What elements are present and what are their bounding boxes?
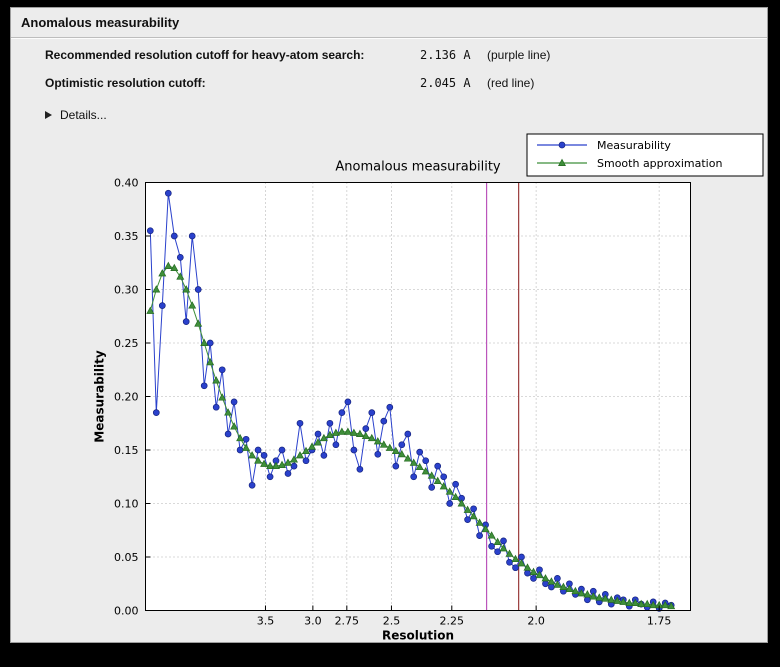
x-tick-label: 2.25 — [440, 615, 465, 628]
y-tick-label: 0.35 — [114, 230, 139, 243]
y-tick-label: 0.10 — [114, 498, 139, 511]
chart-title: Anomalous measurability — [335, 160, 501, 175]
y-tick-label: 0.20 — [114, 391, 139, 404]
optimistic-cutoff-label: Optimistic resolution cutoff: — [45, 76, 206, 90]
x-tick-label: 2.5 — [383, 615, 401, 628]
measurability-chart: 3.5 3.0 2.75 2.5 2.25 2.0 1.75 0.00 0.05 0.10 0.15… — [93, 133, 764, 643]
x-tick-label: 3.5 — [257, 615, 275, 628]
cutoff-info: Recommended resolution cutoff for heavy-… — [11, 38, 767, 104]
recommended-cutoff-label: Recommended resolution cutoff for heavy-… — [45, 48, 365, 62]
details-label: Details... — [60, 108, 107, 122]
y-tick-label: 0.15 — [114, 444, 139, 457]
legend: Measurability Smooth approximation — [526, 133, 764, 177]
panel-title: Anomalous measurability — [11, 8, 767, 38]
details-disclosure[interactable]: Details... — [45, 108, 107, 122]
y-tick-label: 0.25 — [114, 337, 139, 350]
y-tick-label: 0.00 — [114, 605, 139, 618]
x-tick-label: 3.0 — [304, 615, 322, 628]
optimistic-cutoff-row: Optimistic resolution cutoff: 2.045 A (r… — [45, 76, 767, 104]
x-axis-label: Resolution — [382, 629, 454, 643]
disclosure-triangle-icon — [45, 111, 52, 119]
axis-ticks: 3.5 3.0 2.75 2.5 2.25 2.0 1.75 0.00 0.05 0.10 0.15… — [114, 177, 671, 628]
optimistic-cutoff-note: (red line) — [487, 76, 535, 90]
series-smooth-approximation — [146, 261, 676, 610]
y-tick-label: 0.05 — [114, 551, 139, 564]
recommended-cutoff-row: Recommended resolution cutoff for heavy-… — [45, 48, 767, 76]
x-tick-label: 1.75 — [647, 615, 672, 628]
y-axis-label: Measurability — [93, 350, 107, 443]
x-tick-label: 2.0 — [527, 615, 545, 628]
anomalous-measurability-panel: Anomalous measurability Recommended reso… — [10, 7, 768, 643]
optimistic-cutoff-value: 2.045 A — [420, 76, 471, 90]
x-tick-label: 2.75 — [335, 615, 360, 628]
recommended-cutoff-note: (purple line) — [487, 48, 551, 62]
legend-label: Measurability — [597, 139, 671, 152]
legend-label: Smooth approximation — [597, 157, 722, 170]
recommended-cutoff-value: 2.136 A — [420, 48, 471, 62]
y-tick-label: 0.30 — [114, 284, 139, 297]
y-tick-label: 0.40 — [114, 177, 139, 190]
legend-box — [526, 133, 764, 177]
